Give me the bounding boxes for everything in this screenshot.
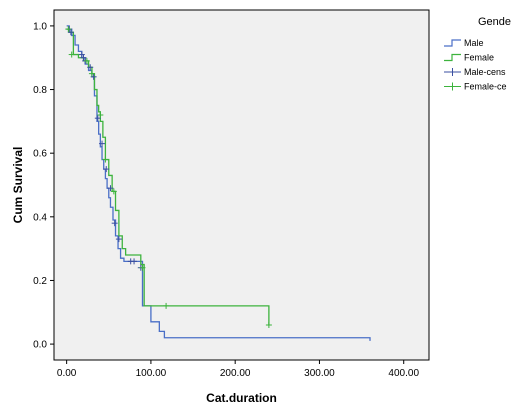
plot-area-background [53,9,430,361]
x-tick-label: 100.00 [136,368,167,379]
legend-swatch [444,39,461,47]
censor-point [80,54,87,61]
legend-swatch [444,53,461,62]
censor-point [68,51,75,58]
x-tick-label: 400.00 [388,368,419,379]
legend-item: Female-ce [444,82,507,92]
censor-point [131,258,138,265]
legend-label: Male [464,38,484,48]
censor-point [97,112,104,118]
y-axis-title: Cum Survival [11,147,25,224]
censor-point [87,64,94,71]
censor-point [102,156,109,163]
censor-point [94,115,101,122]
censor-point [67,29,74,36]
censor-point [163,302,170,309]
x-tick-label: 0.00 [57,368,77,379]
y-tick-label: 0.8 [33,85,47,96]
censor-point [107,185,114,192]
y-tick-label: 1.0 [33,21,47,32]
legend-item: Female [444,53,494,63]
censor-point [78,51,85,58]
y-tick-label: 0.0 [33,340,47,351]
censor-point [99,140,106,147]
chart-marks [65,25,371,341]
legend-label: Female-ce [464,82,507,92]
chart-axes: 0.00 100.00 200.00 300.00 400.00 0.0 0.2 0.4 0.6… [11,21,419,405]
legend-item: Male [444,38,484,48]
censor-point [139,264,146,271]
legend-title: Gende [478,16,511,28]
y-tick-label: 0.6 [33,149,47,160]
y-tick-label: 0.2 [33,276,47,287]
legend-item: Male-cens [444,67,506,77]
legend-label: Male-cens [464,67,506,77]
censor-point [110,188,117,195]
censor-point [111,220,118,227]
censor-point [65,26,72,33]
legend-label: Female [464,53,494,63]
x-tick-label: 300.00 [304,368,335,379]
x-tick-label: 200.00 [220,368,251,379]
censor-point [103,166,110,173]
censor-point [115,236,122,243]
x-axis-title: Cat.duration [206,391,277,405]
censor-point [88,70,95,77]
chart-legend: Gende Male Female Male-cens Female-ce [444,16,511,92]
censor-point [83,57,90,64]
y-tick-label: 0.4 [33,212,47,223]
censor-point [265,322,272,328]
censor-point [90,73,97,80]
